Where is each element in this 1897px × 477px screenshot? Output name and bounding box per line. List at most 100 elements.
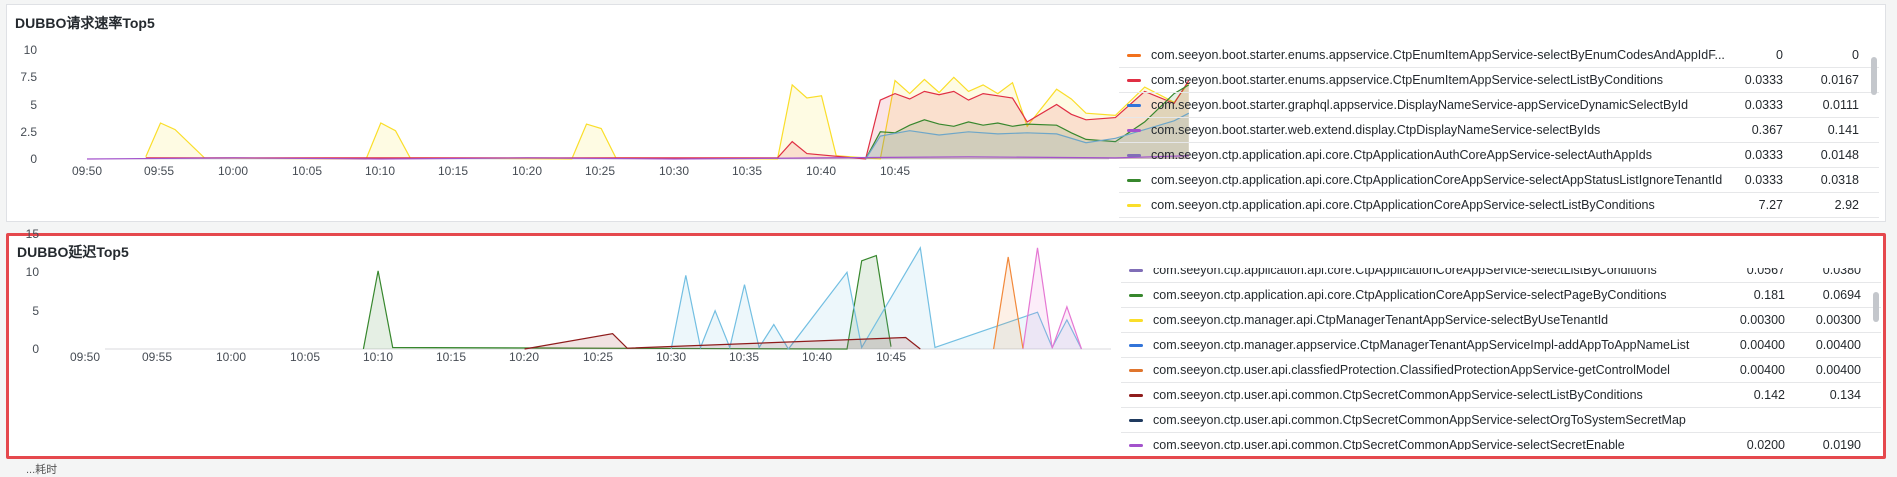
y-tick-label: 2.5 — [20, 125, 37, 139]
series-color-swatch — [1129, 344, 1143, 347]
y-tick-label: 5 — [30, 98, 37, 112]
series-value-mean: 0.0380 — [1822, 268, 1861, 277]
legend-row[interactable]: com.seeyon.boot.starter.enums.appservice… — [1119, 68, 1879, 93]
x-tick-label: 10:30 — [656, 350, 686, 364]
series-color-swatch — [1127, 104, 1141, 107]
series-name: com.seeyon.boot.starter.graphql.appservi… — [1151, 98, 1689, 112]
legend-row[interactable]: com.seeyon.ctp.application.api.core.CtpA… — [1119, 143, 1879, 168]
legend-row[interactable]: com.seeyon.ctp.application.api.core.CtpA… — [1121, 268, 1881, 283]
panel-title[interactable]: DUBBO延迟Top5 — [17, 244, 129, 260]
x-tick-label: 10:05 — [290, 350, 320, 364]
legend-row[interactable]: com.seeyon.boot.starter.graphql.appservi… — [1119, 93, 1879, 118]
series-value-current: 0.0333 — [1744, 73, 1783, 87]
x-tick-label: 10:15 — [436, 350, 466, 364]
x-tick-label: 10:25 — [585, 164, 615, 178]
panel-title[interactable]: DUBBO请求速率Top5 — [15, 15, 155, 31]
series-color-swatch — [1129, 369, 1143, 372]
legend-scrollbar[interactable] — [1871, 57, 1877, 95]
series-value-mean: 0.0694 — [1822, 288, 1861, 302]
latency-legend: com.seeyon.ctp.application.api.core.CtpA… — [1121, 268, 1881, 450]
series-color-swatch — [1127, 54, 1141, 57]
series-line[interactable] — [362, 254, 892, 350]
series-color-swatch — [1127, 79, 1141, 82]
series-line[interactable] — [145, 76, 1190, 160]
series-color-swatch — [1127, 129, 1141, 132]
series-area — [145, 80, 1189, 159]
legend-rows: com.seeyon.ctp.application.api.core.CtpA… — [1121, 268, 1881, 450]
series-value-current: 7.27 — [1758, 198, 1783, 212]
legend-row[interactable]: com.seeyon.boot.starter.enums.appservice… — [1119, 43, 1879, 68]
series-area — [865, 84, 1189, 159]
series-area — [865, 113, 1189, 159]
series-name: com.seeyon.ctp.application.api.core.CtpA… — [1153, 288, 1667, 302]
y-tick-label: 10 — [26, 265, 40, 279]
series-line[interactable] — [1022, 247, 1083, 350]
series-name: com.seeyon.boot.starter.enums.appservice… — [1151, 48, 1725, 62]
y-tick-label: 10 — [24, 43, 38, 57]
x-tick-label: 10:35 — [729, 350, 759, 364]
legend-row[interactable]: com.seeyon.ctp.user.api.common.CtpSecret… — [1121, 433, 1881, 450]
x-tick-label: 10:35 — [732, 164, 762, 178]
series-value-current: 0.00400 — [1739, 363, 1785, 377]
x-tick-label: 09:55 — [144, 164, 174, 178]
series-value-mean: 0.0190 — [1822, 438, 1861, 450]
x-tick-label: 10:30 — [659, 164, 689, 178]
legend-scrollbar[interactable] — [1873, 292, 1879, 322]
series-color-swatch — [1129, 444, 1143, 447]
series-value-mean: 0.00300 — [1815, 313, 1861, 327]
x-tick-label: 10:10 — [363, 350, 393, 364]
series-color-swatch — [1127, 154, 1141, 157]
x-tick-label: 10:05 — [292, 164, 322, 178]
request-rate-chart: 10 7.5 5 2.5 0 09:50 09:55 10:00 10:05 10:10 10:15… — [20, 43, 1190, 178]
legend-row[interactable]: com.seeyon.ctp.manager.appservice.CtpMan… — [1121, 333, 1881, 358]
series-line[interactable] — [993, 256, 1024, 350]
latency-panel: DUBBO延迟Top5 15 10 5 0 09:50 09:55 10:00 10:05 10… — [6, 227, 1886, 459]
series-value-current: 0.0333 — [1744, 98, 1783, 112]
legend-row[interactable]: com.seeyon.ctp.application.api.core.CtpA… — [1121, 283, 1881, 308]
x-tick-label: 09:55 — [142, 350, 172, 364]
x-tick-label: 10:20 — [509, 350, 539, 364]
next-panel-title-fragment: ...耗时 — [26, 464, 58, 476]
series-value-mean: 0.141 — [1827, 123, 1859, 137]
series-name: com.seeyon.boot.starter.enums.appservice… — [1151, 73, 1664, 87]
series-color-swatch — [1129, 294, 1143, 297]
x-tick-label: 10:20 — [512, 164, 542, 178]
request-rate-legend: com.seeyon.boot.starter.enums.appservice… — [1119, 43, 1879, 221]
series-value-current: 0.0567 — [1746, 268, 1785, 277]
legend-row[interactable]: com.seeyon.ctp.user.api.common.CtpSecret… — [1121, 383, 1881, 408]
legend-row[interactable]: com.seeyon.ctp.application.api.core.CtpA… — [1119, 193, 1879, 218]
x-tick-label: 09:50 — [70, 350, 100, 364]
series-name: com.seeyon.ctp.user.api.classfiedProtect… — [1153, 363, 1670, 377]
series-value-mean: 0 — [1852, 48, 1859, 62]
legend-row[interactable]: com.seeyon.boot.starter.web.extend.displ… — [1119, 118, 1879, 143]
legend-row[interactable]: com.seeyon.ctp.user.api.classfiedProtect… — [1121, 358, 1881, 383]
series-value-current: 0.0333 — [1744, 148, 1783, 162]
legend-rows: com.seeyon.boot.starter.enums.appservice… — [1119, 43, 1879, 218]
series-value-mean: 0.00400 — [1815, 363, 1861, 377]
request-rate-panel: DUBBO请求速率Top5 10 7.5 5 2.5 0 09:50 09:55 10:00 1… — [6, 4, 1886, 222]
series-line[interactable] — [86, 155, 1189, 160]
x-tick-label: 09:50 — [72, 164, 102, 178]
y-tick-label: 15 — [26, 227, 40, 241]
series-color-swatch — [1127, 204, 1141, 207]
series-name: com.seeyon.boot.starter.web.extend.displ… — [1151, 123, 1601, 137]
series-line[interactable] — [670, 246, 1083, 351]
series-line[interactable] — [865, 112, 1190, 160]
series-value-current: 0.00400 — [1739, 338, 1785, 352]
series-area — [145, 77, 1189, 159]
x-tick-label: 10:10 — [365, 164, 395, 178]
series-line[interactable] — [524, 333, 921, 350]
series-value-mean: 0.134 — [1829, 388, 1861, 402]
legend-row[interactable]: com.seeyon.ctp.application.api.core.CtpA… — [1119, 168, 1879, 193]
legend-row[interactable]: com.seeyon.ctp.manager.api.CtpManagerTen… — [1121, 308, 1881, 333]
series-value-mean: 0.0148 — [1820, 148, 1859, 162]
x-tick-label: 10:00 — [216, 350, 246, 364]
series-line[interactable] — [865, 84, 1190, 160]
series-name: com.seeyon.ctp.application.api.core.CtpA… — [1151, 173, 1723, 187]
series-name: com.seeyon.ctp.manager.appservice.CtpMan… — [1153, 338, 1690, 352]
series-color-swatch — [1129, 394, 1143, 397]
x-tick-label: 10:45 — [876, 350, 906, 364]
series-value-current: 0 — [1776, 48, 1783, 62]
x-tick-label: 10:45 — [880, 164, 910, 178]
legend-row[interactable]: com.seeyon.ctp.user.api.common.CtpSecret… — [1121, 408, 1881, 433]
